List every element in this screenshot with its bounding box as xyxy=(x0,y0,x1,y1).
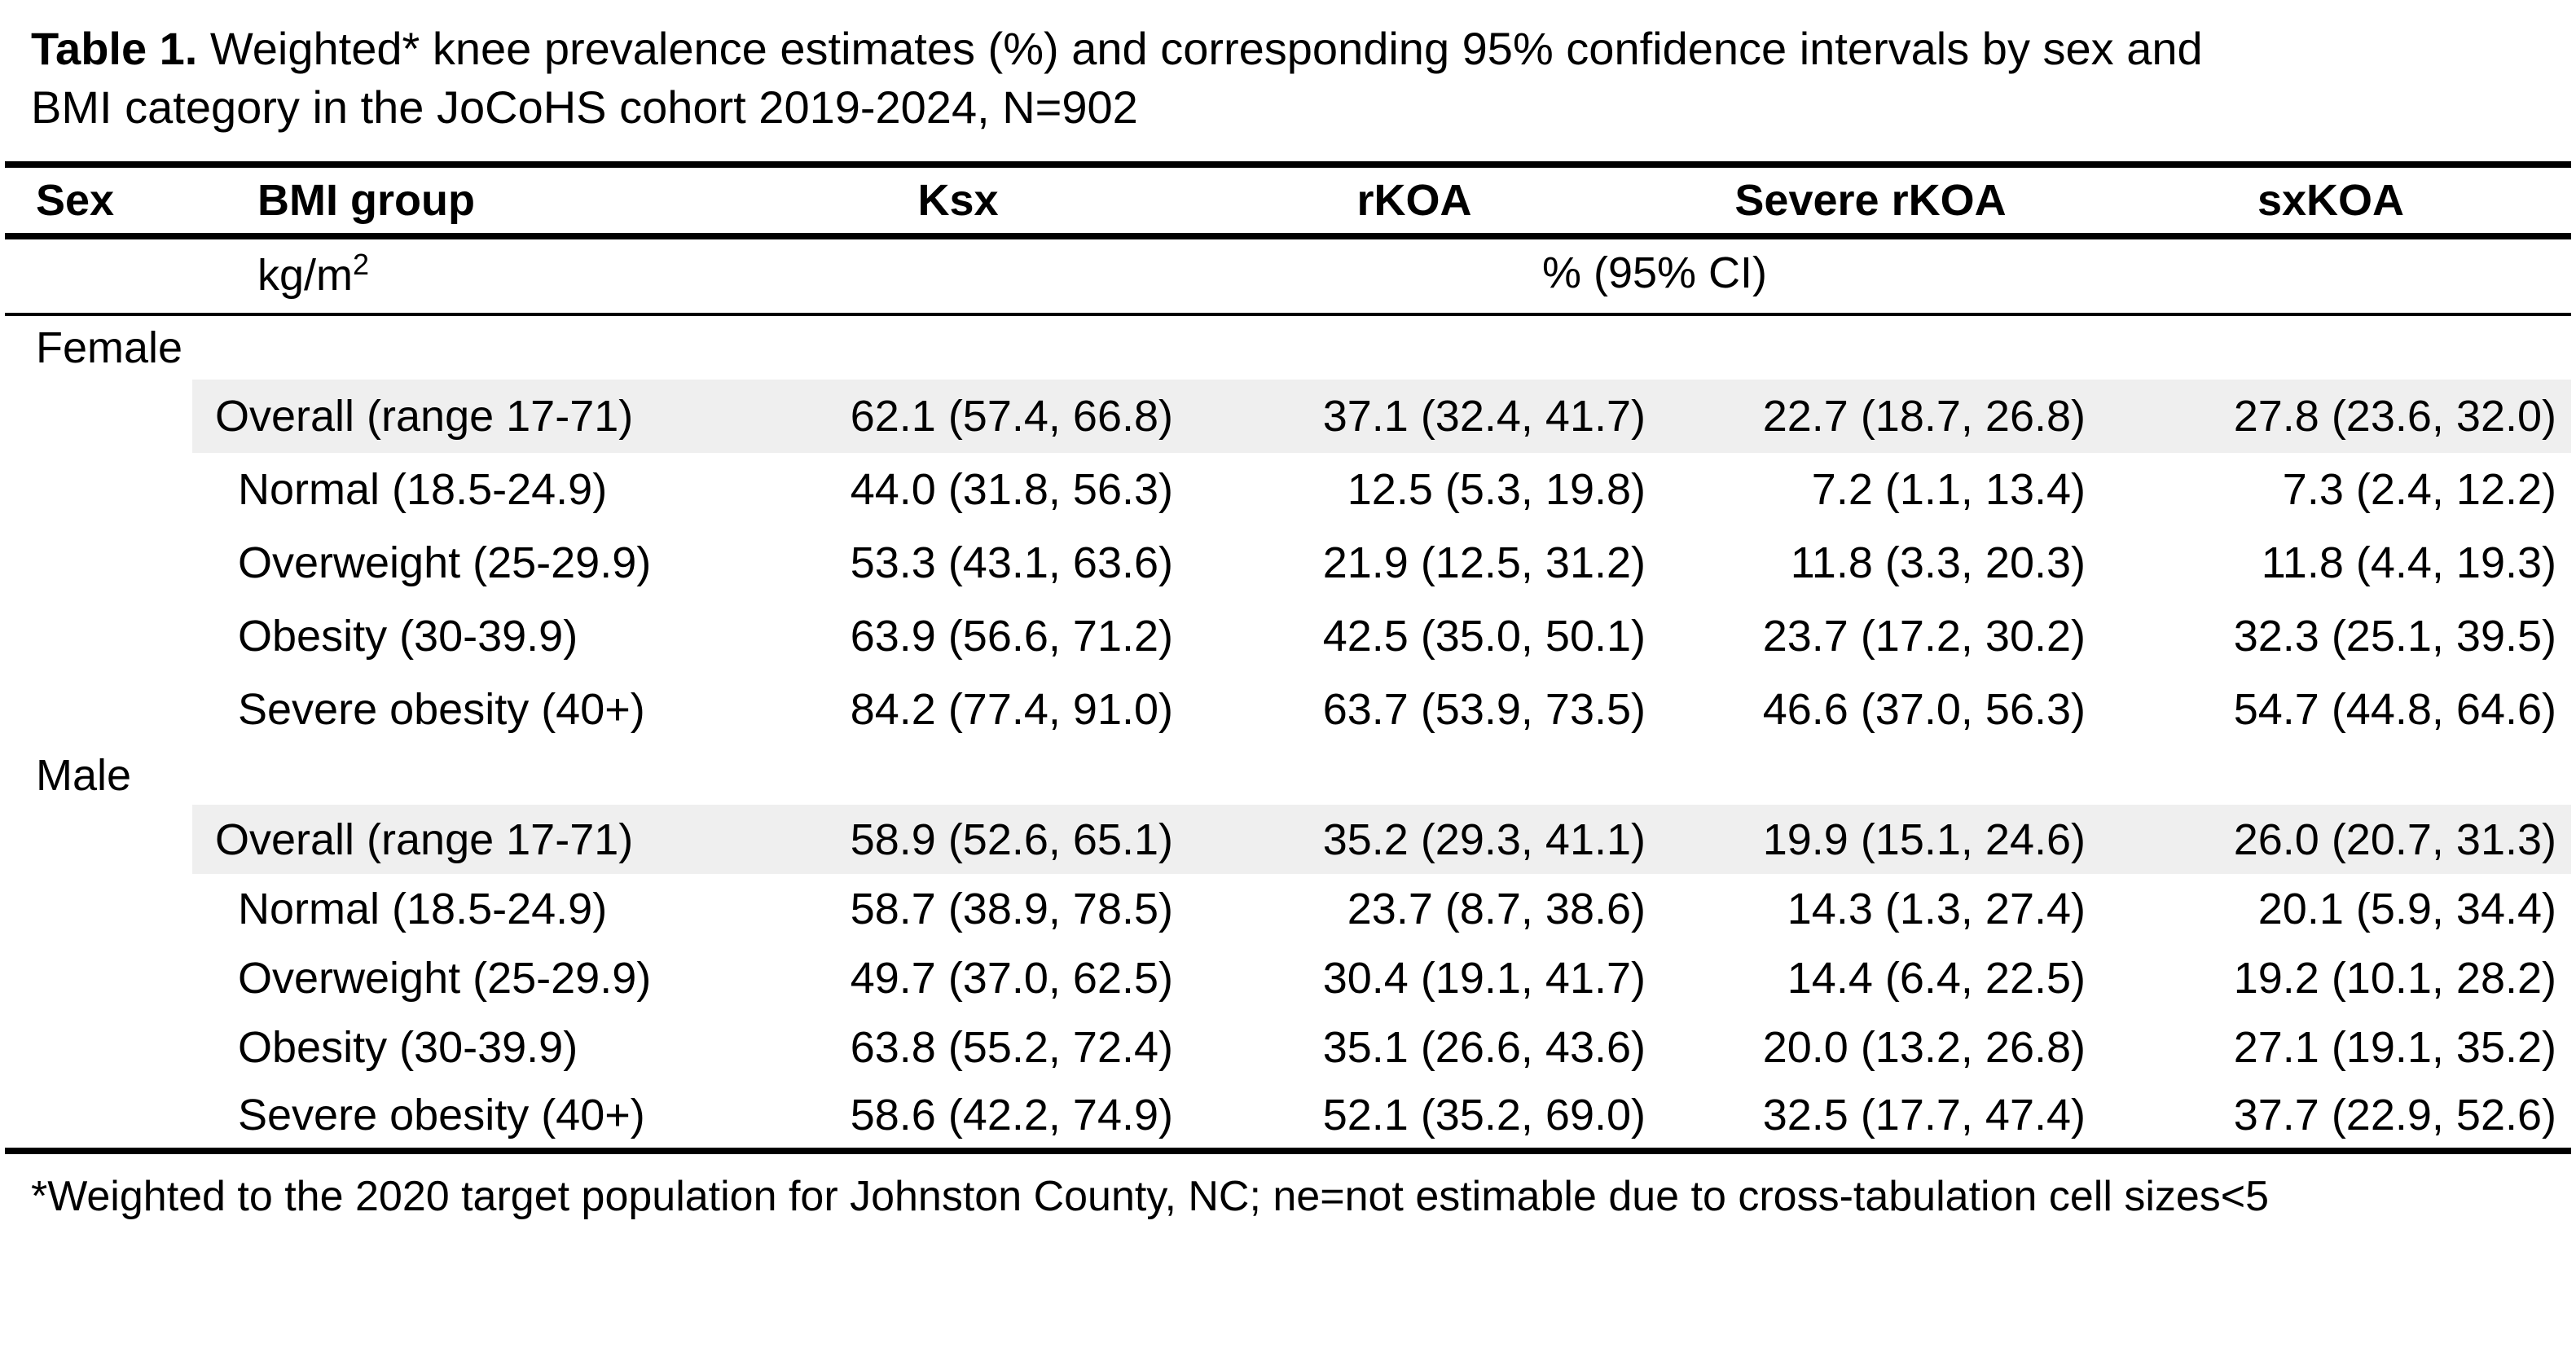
col-header-sxkoa: sxKOA xyxy=(2090,165,2571,239)
col-header-severe-rkoa: Severe rKOA xyxy=(1651,165,2090,239)
col-header-sex: Sex xyxy=(5,165,192,239)
section-row-female: Female xyxy=(5,314,2571,380)
sxkoa-value: 26.0 (20.7, 31.3) xyxy=(2090,805,2571,874)
severe-rkoa-value: 20.0 (13.2, 26.8) xyxy=(1762,1022,2086,1072)
severe-rkoa-value: 46.6 (37.0, 56.3) xyxy=(1762,685,2086,734)
severe-rkoa-value: 19.9 (15.1, 24.6) xyxy=(1651,805,2090,874)
sxkoa-value: 37.7 (22.9, 52.6) xyxy=(2233,1090,2556,1139)
bmi-group-cell: Overweight (25-29.9) xyxy=(238,538,652,587)
sxkoa-value: 27.8 (23.6, 32.0) xyxy=(2090,380,2571,453)
severe-rkoa-value: 14.3 (1.3, 27.4) xyxy=(1787,884,2086,933)
rkoa-value: 35.2 (29.3, 41.1) xyxy=(1178,805,1651,874)
prevalence-table: Sex BMI group Ksx rKOA Severe rKOA sxKOA… xyxy=(5,161,2571,1154)
bmi-group-cell: Normal (18.5-24.9) xyxy=(238,465,608,514)
severe-rkoa-value: 23.7 (17.2, 30.2) xyxy=(1762,612,2086,661)
sxkoa-value: 11.8 (4.4, 19.3) xyxy=(2261,538,2556,587)
table-row: Severe obesity (40+) 84.2 (77.4, 91.0) 6… xyxy=(5,673,2571,746)
ksx-value: 62.1 (57.4, 66.8) xyxy=(738,380,1178,453)
rkoa-value: 42.5 (35.0, 50.1) xyxy=(1322,612,1646,661)
bmi-group-cell: Overall (range 17-71) xyxy=(192,805,738,874)
table-row: Normal (18.5-24.9) 44.0 (31.8, 56.3) 12.… xyxy=(5,453,2571,526)
table-caption-text: Weighted* knee prevalence estimates (%) … xyxy=(31,23,2203,133)
table-row: Severe obesity (40+) 58.6 (42.2, 74.9) 5… xyxy=(5,1082,2571,1151)
rkoa-value: 52.1 (35.2, 69.0) xyxy=(1322,1090,1646,1139)
severe-rkoa-value: 7.2 (1.1, 13.4) xyxy=(1811,465,2086,514)
table-row: Overweight (25-29.9) 49.7 (37.0, 62.5) 3… xyxy=(5,943,2571,1012)
bmi-group-cell: Overall (range 17-71) xyxy=(192,380,738,453)
ci-units-cell: % (95% CI) xyxy=(738,236,2571,316)
bmi-units-superscript: 2 xyxy=(353,248,370,281)
bmi-units-cell: kg/m2 xyxy=(192,236,738,316)
section-row-male: Male xyxy=(5,746,2571,805)
severe-rkoa-value: 22.7 (18.7, 26.8) xyxy=(1651,380,2090,453)
table-row: Overall (range 17-71) 58.9 (52.6, 65.1) … xyxy=(5,805,2571,874)
table-row: Overall (range 17-71) 62.1 (57.4, 66.8) … xyxy=(5,380,2571,453)
rkoa-value: 21.9 (12.5, 31.2) xyxy=(1322,538,1646,587)
sex-label-male: Male xyxy=(36,751,132,800)
ksx-value: 49.7 (37.0, 62.5) xyxy=(850,953,1173,1003)
bmi-group-cell: Obesity (30-39.9) xyxy=(238,612,578,661)
table-row: Obesity (30-39.9) 63.9 (56.6, 71.2) 42.5… xyxy=(5,599,2571,673)
ksx-value: 53.3 (43.1, 63.6) xyxy=(850,538,1173,587)
sxkoa-value: 54.7 (44.8, 64.6) xyxy=(2233,685,2556,734)
severe-rkoa-value: 32.5 (17.7, 47.4) xyxy=(1762,1090,2086,1139)
bmi-group-cell: Obesity (30-39.9) xyxy=(238,1022,578,1072)
sxkoa-value: 27.1 (19.1, 35.2) xyxy=(2233,1022,2556,1072)
table-row: Obesity (30-39.9) 63.8 (55.2, 72.4) 35.1… xyxy=(5,1012,2571,1082)
header-row: Sex BMI group Ksx rKOA Severe rKOA sxKOA xyxy=(5,165,2571,239)
severe-rkoa-value: 11.8 (3.3, 20.3) xyxy=(1790,538,2086,587)
table-row: Normal (18.5-24.9) 58.7 (38.9, 78.5) 23.… xyxy=(5,874,2571,943)
table-row: Overweight (25-29.9) 53.3 (43.1, 63.6) 2… xyxy=(5,526,2571,599)
bmi-group-cell: Severe obesity (40+) xyxy=(238,685,645,734)
col-header-rkoa: rKOA xyxy=(1178,165,1651,239)
rkoa-value: 30.4 (19.1, 41.7) xyxy=(1322,953,1646,1003)
sxkoa-value: 32.3 (25.1, 39.5) xyxy=(2233,612,2556,661)
rkoa-value: 35.1 (26.6, 43.6) xyxy=(1322,1022,1646,1072)
severe-rkoa-value: 14.4 (6.4, 22.5) xyxy=(1787,953,2086,1003)
table-caption-label: Table 1. xyxy=(31,23,198,74)
units-row: kg/m2 % (95% CI) xyxy=(5,236,2571,316)
col-header-bmi-group: BMI group xyxy=(192,165,738,239)
bmi-group-cell: Overweight (25-29.9) xyxy=(238,953,652,1003)
bmi-group-cell: Severe obesity (40+) xyxy=(238,1090,645,1139)
bmi-group-cell: Normal (18.5-24.9) xyxy=(238,884,608,933)
table-caption: Table 1. Weighted* knee prevalence estim… xyxy=(0,0,2556,137)
ksx-value: 63.9 (56.6, 71.2) xyxy=(850,612,1173,661)
ksx-value: 44.0 (31.8, 56.3) xyxy=(850,465,1173,514)
sxkoa-value: 7.3 (2.4, 12.2) xyxy=(2282,465,2556,514)
ksx-value: 84.2 (77.4, 91.0) xyxy=(850,685,1173,734)
sex-label-female: Female xyxy=(36,323,183,372)
table-footnote: *Weighted to the 2020 target population … xyxy=(31,1173,2270,1220)
sxkoa-value: 19.2 (10.1, 28.2) xyxy=(2233,953,2556,1003)
sxkoa-value: 20.1 (5.9, 34.4) xyxy=(2257,884,2556,933)
ksx-value: 58.7 (38.9, 78.5) xyxy=(850,884,1173,933)
ksx-value: 58.9 (52.6, 65.1) xyxy=(738,805,1178,874)
ksx-value: 63.8 (55.2, 72.4) xyxy=(850,1022,1173,1072)
rkoa-value: 23.7 (8.7, 38.6) xyxy=(1347,884,1646,933)
rkoa-value: 63.7 (53.9, 73.5) xyxy=(1322,685,1646,734)
ksx-value: 58.6 (42.2, 74.9) xyxy=(850,1090,1173,1139)
rkoa-value: 37.1 (32.4, 41.7) xyxy=(1178,380,1651,453)
col-header-ksx: Ksx xyxy=(738,165,1178,239)
rkoa-value: 12.5 (5.3, 19.8) xyxy=(1347,465,1646,514)
